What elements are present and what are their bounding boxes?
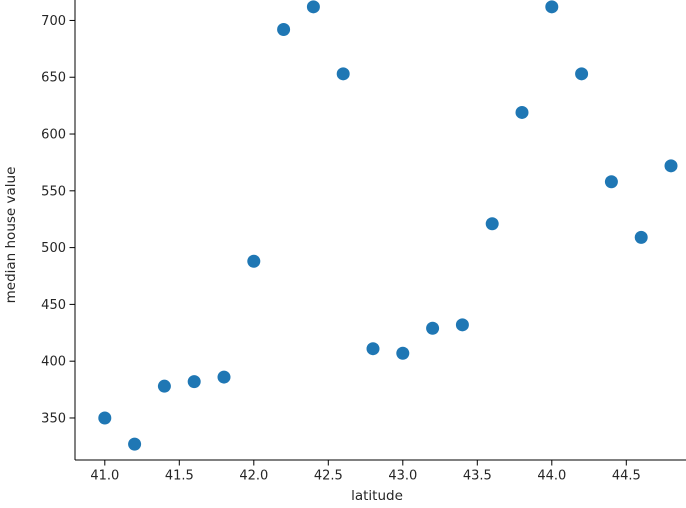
data-point: [396, 346, 410, 360]
x-tick-label: 41.5: [165, 469, 194, 484]
x-tick-label: 41.0: [90, 469, 119, 484]
data-point: [485, 217, 499, 231]
data-point: [247, 254, 261, 268]
y-tick-label: 550: [41, 184, 66, 199]
data-point: [98, 411, 112, 425]
data-point: [575, 67, 589, 81]
axes-layer: 41.0 41.5 42.0 42.5 43.0 43.5 44.0 44.5 350 400 45…: [41, 0, 686, 484]
data-point: [187, 375, 201, 389]
data-point: [336, 67, 350, 81]
data-point: [545, 0, 559, 14]
y-tick-label: 450: [41, 298, 66, 313]
x-tick-label: 42.0: [239, 469, 268, 484]
y-tick-label: 700: [41, 14, 66, 29]
data-point: [515, 105, 529, 119]
data-point: [426, 321, 440, 335]
x-tick-label: 44.0: [537, 469, 566, 484]
y-axis-label: median house value: [3, 167, 19, 304]
x-tick-label: 42.5: [314, 469, 343, 484]
data-point: [128, 437, 142, 451]
data-point: [604, 175, 618, 189]
data-point: [277, 23, 291, 37]
data-point: [366, 342, 380, 356]
data-point: [306, 0, 320, 14]
y-tick-label: 400: [41, 355, 66, 370]
data-point: [157, 379, 171, 393]
data-point: [664, 159, 678, 173]
y-tick-label: 350: [41, 411, 66, 426]
data-point: [217, 370, 231, 384]
y-tick-label: 600: [41, 128, 66, 143]
x-axis-label: latitude: [351, 488, 403, 504]
x-tick-label: 43.5: [463, 469, 492, 484]
x-tick-label: 44.5: [612, 469, 641, 484]
y-tick-label: 500: [41, 241, 66, 256]
x-tick-label: 43.0: [388, 469, 417, 484]
y-tick-label: 650: [41, 71, 66, 86]
data-point: [634, 230, 648, 244]
points-layer: [98, 0, 678, 451]
data-point: [455, 318, 469, 332]
